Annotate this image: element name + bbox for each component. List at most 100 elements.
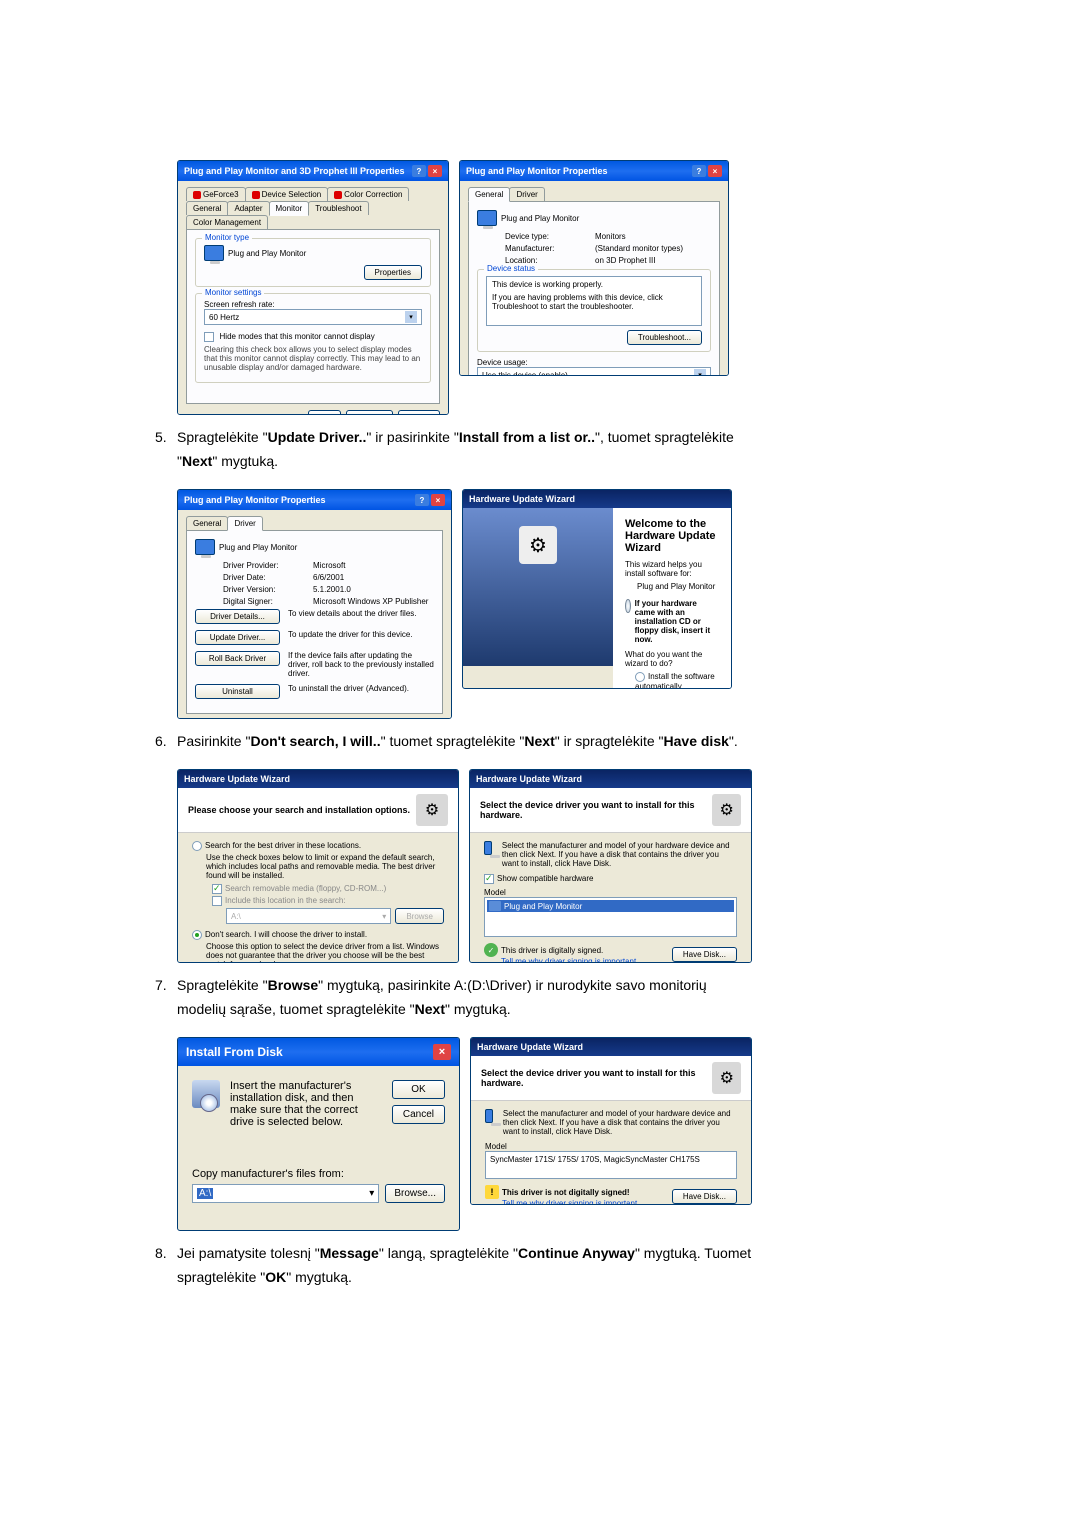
- titlebar: Plug and Play Monitor Properties ? ×: [460, 161, 728, 181]
- monitor-icon: [484, 841, 492, 855]
- tab-color-correction[interactable]: Color Correction: [327, 187, 409, 201]
- device-type-value: Monitors: [595, 232, 626, 241]
- refresh-rate-select[interactable]: 60 Hertz ▾: [204, 309, 422, 325]
- tab-device-selection[interactable]: Device Selection: [245, 187, 329, 201]
- ok-button[interactable]: OK: [392, 1080, 445, 1099]
- auto-install-radio[interactable]: [635, 672, 645, 682]
- show-compatible-label: Show compatible hardware: [497, 874, 594, 883]
- monitor-properties-general-dialog: Plug and Play Monitor Properties ? × Gen…: [459, 160, 729, 376]
- dialog-title: Install From Disk: [186, 1045, 283, 1059]
- monitor-icon: [204, 245, 224, 261]
- path-input[interactable]: A:\ ▾: [192, 1184, 379, 1203]
- nvidia-icon: [334, 191, 342, 199]
- help-icon[interactable]: ?: [415, 494, 429, 506]
- chevron-down-icon: ▾: [694, 369, 706, 376]
- browse-button[interactable]: Browse...: [385, 1184, 445, 1203]
- wizard-sidebar: ⚙: [463, 508, 613, 666]
- signing-info-link[interactable]: Tell me why driver signing is important: [501, 957, 636, 963]
- hardware-wizard-welcome-dialog: Hardware Update Wizard ⚙ Welcome to the …: [462, 489, 732, 689]
- have-disk-button[interactable]: Have Disk...: [672, 947, 737, 962]
- hide-modes-checkbox[interactable]: [204, 332, 214, 342]
- step-8-text-2: spragtelėkite "OK" mygtuką.: [177, 1269, 925, 1285]
- model-listbox[interactable]: SyncMaster 171S/ 175S/ 170S, MagicSyncMa…: [485, 1151, 737, 1179]
- dialog-title: Plug and Play Monitor Properties: [466, 166, 608, 176]
- tab-driver[interactable]: Driver: [509, 187, 544, 201]
- date-label: Driver Date:: [223, 573, 313, 582]
- location-input: A:\▾: [226, 908, 391, 924]
- tab-general[interactable]: General: [186, 201, 228, 215]
- cancel-button[interactable]: Cancel: [392, 1105, 445, 1124]
- update-driver-button[interactable]: Update Driver...: [195, 630, 280, 645]
- device-status-label: Device status: [484, 264, 538, 273]
- wizard-select-driver-2-dialog: Hardware Update Wizard Select the device…: [470, 1037, 752, 1205]
- wizard-header: Select the device driver you want to ins…: [471, 1056, 751, 1101]
- model-listbox[interactable]: Plug and Play Monitor: [484, 897, 737, 937]
- close-icon[interactable]: ×: [708, 165, 722, 177]
- monitor-name: Plug and Play Monitor: [219, 543, 297, 552]
- date-value: 6/6/2001: [313, 573, 344, 582]
- tab-adapter[interactable]: Adapter: [227, 201, 269, 215]
- include-location-checkbox: [212, 896, 222, 906]
- step-7-text-2: modelių sąraše, tuomet spragtelėkite "Ne…: [177, 1001, 925, 1017]
- device-usage-select[interactable]: Use this device (enable) ▾: [477, 367, 711, 376]
- titlebar: Install From Disk ×: [178, 1038, 459, 1066]
- chevron-down-icon: ▾: [369, 1188, 374, 1199]
- tab-monitor[interactable]: Monitor: [269, 201, 310, 216]
- monitor-icon: [489, 901, 501, 911]
- have-disk-button[interactable]: Have Disk...: [672, 1189, 737, 1204]
- rollback-driver-desc: If the device fails after updating the d…: [288, 651, 434, 678]
- select-driver-desc: Select the manufacturer and model of you…: [502, 841, 737, 868]
- tab-troubleshoot[interactable]: Troubleshoot: [308, 201, 368, 215]
- rollback-driver-button[interactable]: Roll Back Driver: [195, 651, 280, 666]
- removable-media-checkbox: [212, 884, 222, 894]
- hide-modes-label: Hide modes that this monitor cannot disp…: [220, 332, 375, 341]
- titlebar: Hardware Update Wizard: [470, 770, 751, 788]
- tab-general[interactable]: General: [468, 187, 510, 202]
- close-icon[interactable]: ×: [431, 494, 445, 506]
- close-icon[interactable]: ×: [428, 165, 442, 177]
- properties-button[interactable]: Properties: [364, 265, 422, 280]
- model-label: Model: [484, 888, 737, 897]
- update-driver-desc: To update the driver for this device.: [288, 630, 413, 639]
- tab-driver[interactable]: Driver: [227, 516, 262, 531]
- refresh-rate-label: Screen refresh rate:: [204, 300, 422, 309]
- show-compatible-checkbox[interactable]: [484, 874, 494, 884]
- search-radio[interactable]: [192, 841, 202, 851]
- uninstall-desc: To uninstall the driver (Advanced).: [288, 684, 409, 693]
- dont-search-radio[interactable]: [192, 930, 202, 940]
- driver-details-button[interactable]: Driver Details...: [195, 609, 280, 624]
- tab-color-management[interactable]: Color Management: [186, 215, 268, 229]
- list-item[interactable]: SyncMaster 171S/ 175S/ 170S, MagicSyncMa…: [488, 1154, 734, 1165]
- not-signed-text: This driver is not digitally signed!: [502, 1188, 630, 1197]
- list-item[interactable]: Plug and Play Monitor: [487, 900, 734, 912]
- wizard-header-text: Select the device driver you want to ins…: [481, 1068, 712, 1088]
- display-properties-dialog: Plug and Play Monitor and 3D Prophet III…: [177, 160, 449, 415]
- wizard-header: Select the device driver you want to ins…: [470, 788, 751, 833]
- ok-button[interactable]: OK: [308, 410, 342, 415]
- dialog-title: Hardware Update Wizard: [477, 1042, 583, 1052]
- signing-info-link[interactable]: Tell me why driver signing is important: [502, 1199, 637, 1205]
- help-icon[interactable]: ?: [412, 165, 426, 177]
- help-icon[interactable]: ?: [692, 165, 706, 177]
- removable-media-label: Search removable media (floppy, CD-ROM..…: [225, 884, 386, 893]
- dialog-title: Plug and Play Monitor and 3D Prophet III…: [184, 166, 405, 176]
- titlebar: Hardware Update Wizard: [178, 770, 458, 788]
- tab-general[interactable]: General: [186, 516, 228, 530]
- install-disk-msg: Insert the manufacturer's installation d…: [230, 1080, 382, 1128]
- uninstall-button[interactable]: Uninstall: [195, 684, 280, 699]
- tabs-row-1: GeForce3 Device Selection Color Correcti…: [186, 187, 440, 201]
- nvidia-icon: [252, 191, 260, 199]
- auto-install-label: Install the software automatically (Reco…: [635, 672, 715, 689]
- wizard-header: Please choose your search and installati…: [178, 788, 458, 833]
- titlebar: Hardware Update Wizard: [463, 490, 731, 508]
- signer-label: Digital Signer:: [223, 597, 313, 606]
- apply-button[interactable]: Apply: [398, 410, 440, 415]
- cancel-button[interactable]: Cancel: [346, 410, 393, 415]
- tab-geforce3[interactable]: GeForce3: [186, 187, 246, 201]
- step-5-text: 5.Spragtelėkite "Update Driver.." ir pas…: [155, 429, 925, 445]
- step-7-text: 7.Spragtelėkite "Browse" mygtuką, pasiri…: [155, 977, 925, 993]
- disk-icon: [192, 1080, 220, 1108]
- close-icon[interactable]: ×: [433, 1044, 451, 1060]
- select-driver-desc: Select the manufacturer and model of you…: [503, 1109, 737, 1136]
- troubleshoot-button[interactable]: Troubleshoot...: [627, 330, 702, 345]
